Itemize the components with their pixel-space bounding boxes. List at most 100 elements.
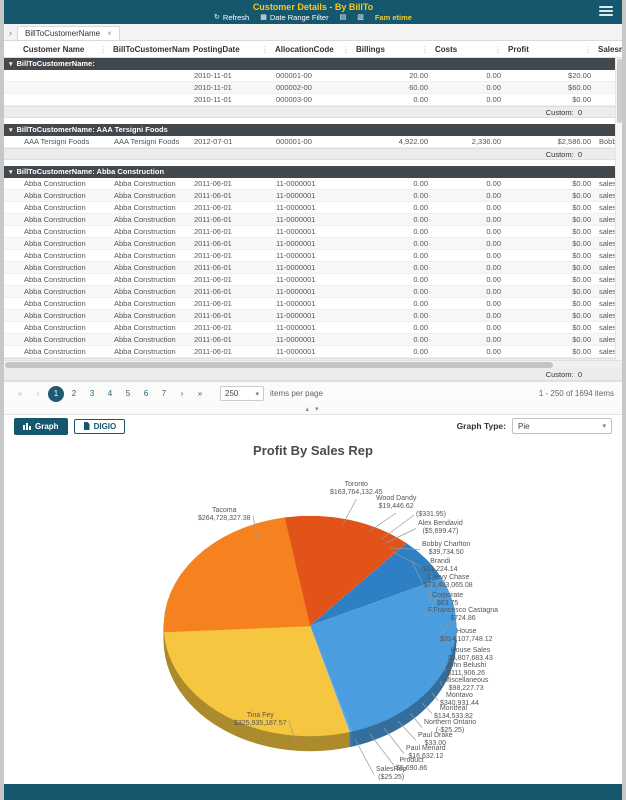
- digio-button[interactable]: DIGIO: [73, 418, 126, 434]
- table-row[interactable]: Abba Construction Abba Construction 2011-0…: [4, 286, 622, 298]
- table-row[interactable]: Abba Construction Abba Construction 2011-0…: [4, 298, 622, 310]
- column-header-costs[interactable]: Costs ⋮: [432, 41, 505, 57]
- table-row[interactable]: 2010-11-01 000001-00 20.00 0.00 $20.00: [4, 70, 622, 82]
- pie-label-product: Product $5,690.86: [396, 757, 427, 774]
- cell-billtocustomername: Abba Construction: [114, 227, 176, 236]
- table-row[interactable]: Abba Construction Abba Construction 2011-0…: [4, 334, 622, 346]
- collapse-icon[interactable]: ▾: [9, 61, 13, 68]
- cell-profit: $60.00: [568, 83, 591, 92]
- table-row[interactable]: 2010-11-01 000002-00 60.00 0.00 $60.00: [4, 82, 622, 94]
- column-menu-icon[interactable]: ⋮: [342, 44, 350, 54]
- table-row[interactable]: Abba Construction Abba Construction 2011-0…: [4, 250, 622, 262]
- table-row[interactable]: Abba Construction Abba Construction 2011-0…: [4, 178, 622, 190]
- column-menu-icon[interactable]: ⋮: [584, 44, 592, 54]
- pager-next-button[interactable]: ›: [180, 389, 184, 398]
- column-header-billtocustomername[interactable]: BillToCustomerName⋮: [110, 41, 190, 57]
- group-header-row[interactable]: ▾ BillToCustomerName:: [4, 58, 622, 70]
- table-row[interactable]: 2010-11-01 000003-00 0.00 0.00 $0.00: [4, 94, 622, 106]
- column-title: SalesmanName: [598, 44, 622, 54]
- page-button-5[interactable]: 5: [125, 389, 131, 398]
- column-menu-icon[interactable]: ⋮: [261, 44, 269, 54]
- graph-button[interactable]: Graph: [14, 417, 68, 435]
- table-row[interactable]: Abba Construction Abba Construction 2011-0…: [4, 190, 622, 202]
- column-header-allocationcode[interactable]: AllocationCode ⋮: [272, 41, 353, 57]
- export-pdf-button[interactable]: ▥: [357, 14, 364, 21]
- column-menu-icon[interactable]: ⋮: [421, 44, 429, 54]
- page-size-select[interactable]: 250 ▾: [220, 386, 264, 401]
- table-row[interactable]: Abba Construction Abba Construction 2011-0…: [4, 346, 622, 358]
- graph-type-select[interactable]: Pie ▾: [512, 418, 612, 434]
- pie-label-name: Chevy Chase: [427, 574, 470, 581]
- horizontal-scrollbar-thumb[interactable]: [5, 362, 553, 368]
- pie-slice-toronto[interactable]: [284, 515, 408, 627]
- pie-slice-tacoma[interactable]: [163, 517, 311, 633]
- cell-billtocustomername: [110, 70, 190, 81]
- tab-billtocustomername[interactable]: BillToCustomerName ×: [17, 26, 120, 40]
- cell-salesmanname: sales misc: [599, 275, 622, 284]
- page-button-3[interactable]: 3: [89, 389, 95, 398]
- horizontal-scrollbar[interactable]: [4, 360, 622, 368]
- pie-label-bobby-charlton: Bobby Charlton $39,734.50: [422, 541, 470, 558]
- pie-slice-house[interactable]: [309, 578, 457, 732]
- group-header-row[interactable]: ▾ BillToCustomerName: AAA Tersigni Foods: [4, 124, 622, 136]
- column-menu-icon[interactable]: ⋮: [99, 44, 107, 54]
- row-indent: [4, 310, 20, 321]
- page-button-1[interactable]: 1: [48, 385, 64, 402]
- hamburger-menu-icon[interactable]: [599, 6, 613, 18]
- column-header-salesmanname[interactable]: SalesmanName⋮: [595, 41, 622, 57]
- graph-type-value: Pie: [518, 421, 530, 431]
- table-row[interactable]: Abba Construction Abba Construction 2011-0…: [4, 202, 622, 214]
- cell-billtocustomername: Abba Construction: [114, 191, 176, 200]
- table-row[interactable]: Abba Construction Abba Construction 2011-0…: [4, 262, 622, 274]
- pie-label-name: Montavo: [446, 692, 473, 699]
- graph-button-label: Graph: [35, 421, 59, 431]
- column-header-customer-name[interactable]: Customer Name ⋮: [20, 41, 110, 57]
- group-header-row[interactable]: ▾ BillToCustomerName: Abba Construction: [4, 166, 622, 178]
- collapse-icon[interactable]: ▾: [9, 169, 13, 176]
- cell-profit: $0.00: [572, 191, 591, 200]
- date-range-filter-button[interactable]: ▦ Date Range Filter: [260, 13, 328, 22]
- collapse-icon[interactable]: ▾: [9, 127, 13, 134]
- table-row[interactable]: AAA Tersigni Foods AAA Tersigni Foods 2012…: [4, 136, 622, 148]
- table-row[interactable]: Abba Construction Abba Construction 2011-0…: [4, 226, 622, 238]
- page-button-2[interactable]: 2: [71, 389, 77, 398]
- cell-billtocustomername: Abba Construction: [114, 275, 176, 284]
- pie-label-name: F.Francesco Castagna: [428, 607, 499, 614]
- vertical-scrollbar[interactable]: [615, 58, 622, 360]
- page-button-7[interactable]: 7: [161, 389, 167, 398]
- column-header-profit[interactable]: Profit ⋮: [505, 41, 595, 57]
- splitter-handle[interactable]: ▴ ▾: [4, 405, 622, 415]
- pie-leader-line: [425, 585, 445, 616]
- group-gap: [4, 160, 622, 166]
- export-excel-button[interactable]: ▤: [340, 14, 347, 21]
- pie-slice-tina-fey[interactable]: [163, 625, 350, 737]
- tab-close-icon[interactable]: ×: [107, 29, 112, 38]
- cell-allocationcode: 000001-00: [276, 137, 312, 146]
- column-menu-icon[interactable]: ⋮: [494, 44, 502, 54]
- refresh-button[interactable]: ↻ Refresh: [214, 13, 249, 22]
- cell-billings: 0.00: [413, 299, 428, 308]
- page-button-4[interactable]: 4: [107, 389, 113, 398]
- cell-allocationcode: 11-0000001: [276, 347, 316, 356]
- pie-label-value: $19,446.62: [378, 503, 414, 511]
- table-row[interactable]: Abba Construction Abba Construction 2011-0…: [4, 238, 622, 250]
- row-indent: [4, 238, 20, 249]
- row-indent: [4, 298, 20, 309]
- table-row[interactable]: Abba Construction Abba Construction 2011-0…: [4, 322, 622, 334]
- pager-first-button[interactable]: «: [17, 389, 23, 398]
- tab-scroll-chevron-icon[interactable]: ›: [9, 28, 12, 38]
- page-button-6[interactable]: 6: [143, 389, 149, 398]
- pager-prev-button[interactable]: ‹: [36, 389, 40, 398]
- table-row[interactable]: Abba Construction Abba Construction 2011-0…: [4, 214, 622, 226]
- table-row[interactable]: Abba Construction Abba Construction 2011-0…: [4, 310, 622, 322]
- pager-last-button[interactable]: »: [197, 389, 203, 398]
- pie-leader-line: [369, 733, 395, 766]
- table-row[interactable]: Abba Construction Abba Construction 2011-0…: [4, 274, 622, 286]
- column-header-postingdate[interactable]: PostingDate ⋮: [190, 41, 272, 57]
- cell-salesmanname: Bobby Charlton: [599, 137, 622, 146]
- cell-allocationcode: 11-0000001: [276, 335, 316, 344]
- vertical-scrollbar-thumb[interactable]: [617, 59, 622, 123]
- cell-billtocustomername: Abba Construction: [114, 263, 176, 272]
- cell-customer-name: Abba Construction: [24, 191, 86, 200]
- column-header-billings[interactable]: Billings ⋮: [353, 41, 432, 57]
